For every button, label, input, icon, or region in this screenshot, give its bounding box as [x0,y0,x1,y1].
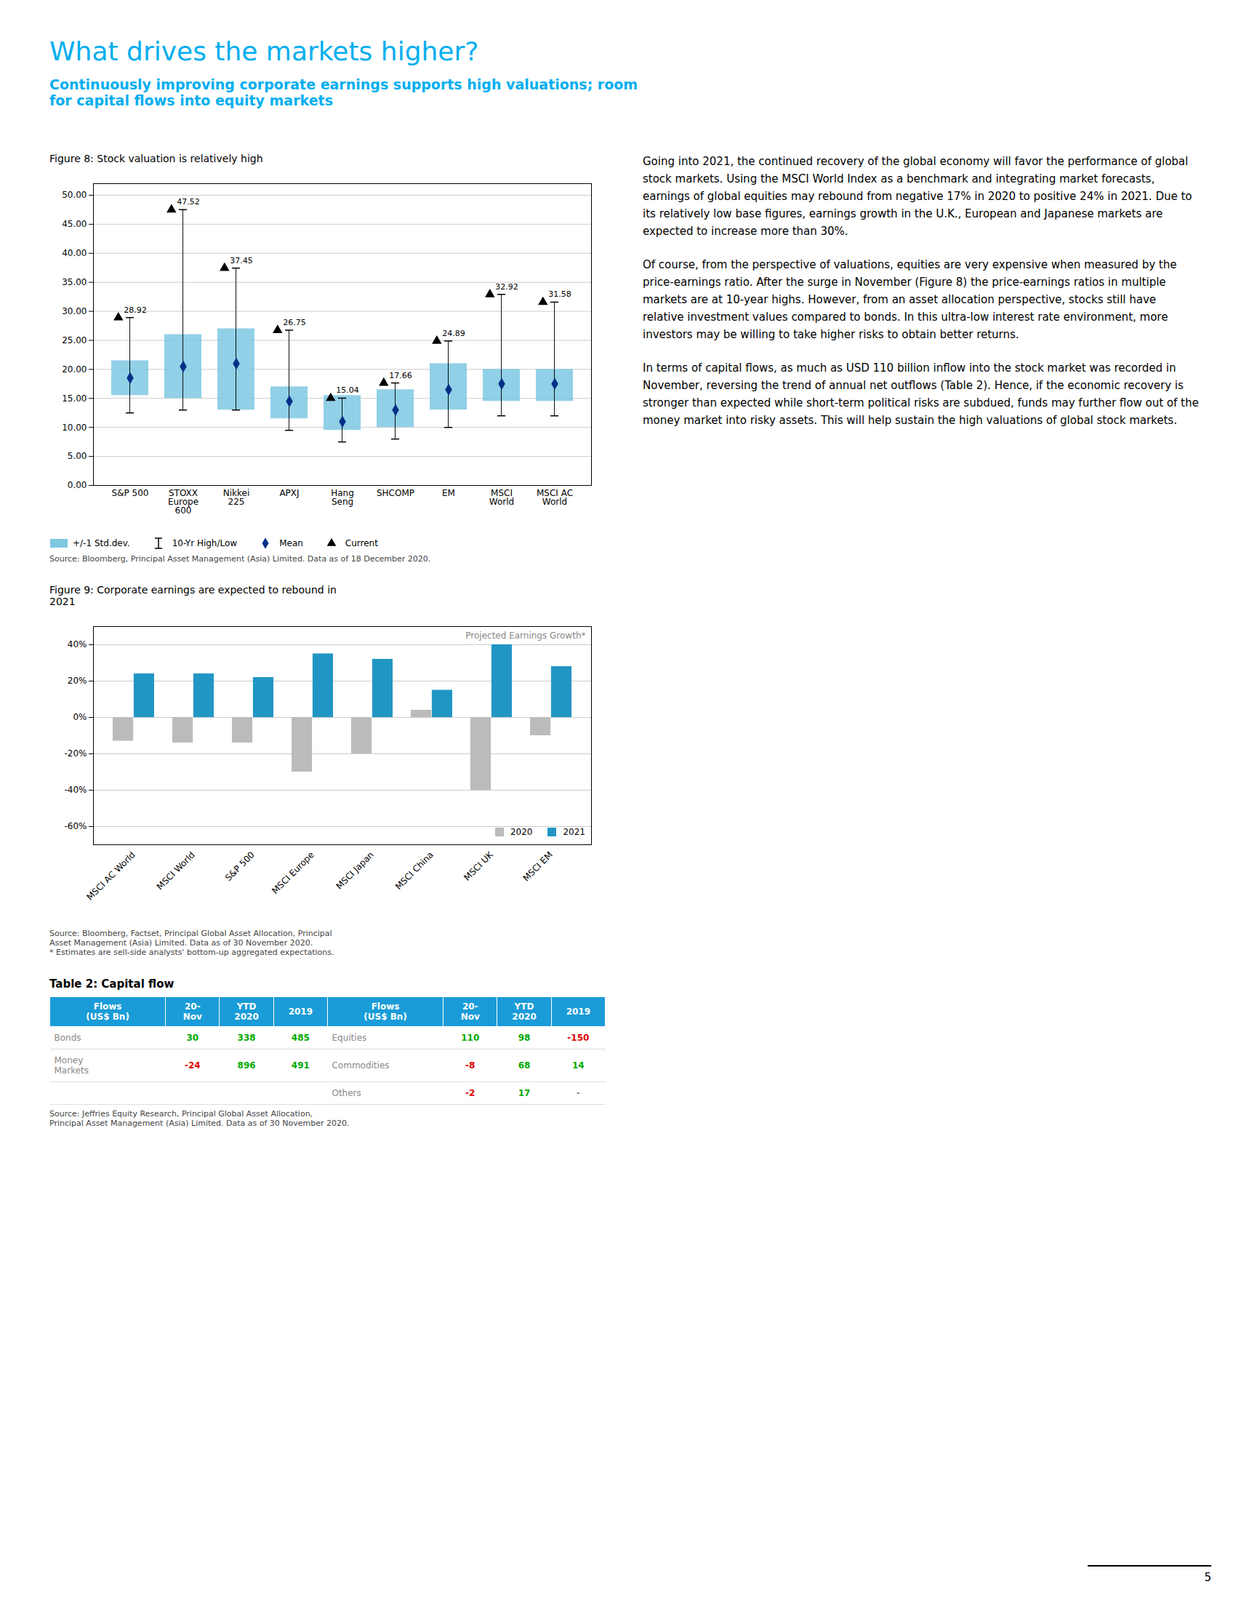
svg-text:28.92: 28.92 [123,305,147,315]
svg-text:17.66: 17.66 [388,370,413,381]
html-text:What drives the markets higher: What drives the markets higher? [49,36,479,67]
svg-text:HangSeng: HangSeng [330,487,355,507]
svg-text:SHCOMP: SHCOMP [376,487,415,499]
html-text:20- Nov: 20- Nov [183,1001,203,1022]
svg-text:MSCI ACWorld: MSCI ACWorld [536,487,573,507]
html-text:30: 30 [186,1032,199,1043]
html-text:Money Markets: Money Markets [54,1054,89,1076]
svg-text:S&P 500: S&P 500 [223,849,257,883]
html-text:Equities: Equities [331,1032,367,1043]
svg-text:MSCI UK: MSCI UK [461,848,496,882]
svg-text:-20%: -20% [63,748,87,759]
html-text:Source: Bloomberg, Principal A: Source: Bloomberg, Principal Asset Manag… [49,554,431,564]
svg-text:Nikkei225: Nikkei225 [223,487,251,507]
html-text:68: 68 [518,1060,531,1071]
svg-text:0%: 0% [72,711,87,722]
html-text:Source: Jeffries Equity Resear: Source: Jeffries Equity Research, Princi… [49,1108,350,1128]
svg-text:S&P 500: S&P 500 [111,487,150,499]
html-text:485: 485 [291,1032,310,1043]
svg-text:37.45: 37.45 [229,255,254,266]
svg-text:24.89: 24.89 [442,328,466,339]
svg-text:32.92: 32.92 [495,282,519,292]
html-text:2021: 2021 [563,826,586,837]
html-text:-24: -24 [184,1060,201,1071]
html-text:In terms of capital flows, as: In terms of capital flows, as much as US… [642,361,1199,427]
html-text:5: 5 [1204,1570,1212,1584]
svg-text:5.00: 5.00 [67,450,88,461]
svg-text:15.04: 15.04 [335,385,360,395]
html-text:Going into 2021, the continued: Going into 2021, the continued recovery … [642,154,1193,238]
html-text:-150: -150 [567,1032,590,1043]
html-text:491: 491 [291,1060,310,1071]
svg-text:-60%: -60% [63,820,87,832]
html-text:98: 98 [518,1032,531,1043]
svg-text:35.00: 35.00 [61,277,87,288]
html-text:-2: -2 [465,1087,476,1098]
html-text:338: 338 [237,1032,256,1043]
svg-text:20.00: 20.00 [61,364,87,375]
svg-text:MSCI Japan: MSCI Japan [333,849,376,891]
svg-text:MSCI China: MSCI China [393,849,436,892]
html-text:Current: Current [345,538,378,549]
html-text:Of course, from the perspectiv: Of course, from the perspective of valua… [642,258,1177,341]
svg-text:50.00: 50.00 [61,189,87,200]
svg-text:25.00: 25.00 [61,335,87,346]
html-text:YTD 2020: YTD 2020 [234,1001,259,1022]
html-text:110: 110 [461,1032,480,1043]
svg-text:30.00: 30.00 [61,306,87,317]
html-text:10-Yr High/Low: 10-Yr High/Low [172,538,238,549]
html-text:Table 2: Capital flow: Table 2: Capital flow [49,977,174,991]
html-text:Commodities: Commodities [331,1060,390,1071]
svg-text:26.75: 26.75 [282,317,307,328]
html-text:-8: -8 [465,1060,476,1071]
svg-text:MSCI AC World: MSCI AC World [85,849,138,902]
svg-text:MSCI Europe: MSCI Europe [269,849,317,896]
svg-text:STOXXEurope600: STOXXEurope600 [167,487,199,516]
html-text:20- Nov: 20- Nov [460,1001,480,1022]
html-text:2019: 2019 [566,1006,591,1017]
html-text:Flows (US$ Bn): Flows (US$ Bn) [86,1001,130,1022]
html-text:2019: 2019 [288,1006,313,1017]
svg-text:EM: EM [442,487,456,499]
svg-text:47.52: 47.52 [176,197,200,207]
svg-text:40%: 40% [67,639,88,650]
svg-text:15.00: 15.00 [61,393,87,404]
html-text:Others: Others [331,1087,362,1098]
html-text:Mean: Mean [279,538,304,549]
svg-text:31.58: 31.58 [548,289,572,299]
html-text:+/-1 Std.dev.: +/-1 Std.dev. [72,538,130,549]
html-text:14: 14 [572,1060,585,1071]
svg-text:0.00: 0.00 [67,479,88,491]
svg-text:APXJ: APXJ [279,487,299,499]
html-text:Flows (US$ Bn): Flows (US$ Bn) [363,1001,408,1022]
svg-text:MSCI EM: MSCI EM [520,849,555,883]
html-text:Source: Bloomberg, Factset, Pr: Source: Bloomberg, Factset, Principal Gl… [49,928,335,957]
svg-text:45.00: 45.00 [61,218,87,230]
html-text:2020: 2020 [510,826,533,837]
html-text:896: 896 [237,1060,256,1071]
html-text:Bonds: Bonds [54,1032,82,1043]
svg-text:40.00: 40.00 [61,247,87,259]
svg-text:10.00: 10.00 [61,422,87,433]
html-text:YTD 2020: YTD 2020 [512,1001,537,1022]
svg-text:Projected Earnings Growth*: Projected Earnings Growth* [465,630,586,641]
html-text:17: 17 [518,1087,531,1098]
svg-text:20%: 20% [67,675,88,686]
html-text:Continuously improving corpora: Continuously improving corporate earning… [49,76,638,109]
html-text:Figure 9: Corporate earnings a: Figure 9: Corporate earnings are expecte… [49,583,337,608]
svg-text:MSCI World: MSCI World [154,849,198,892]
html-text:Figure 8: Stock valuation is r: Figure 8: Stock valuation is relatively … [49,152,263,165]
svg-text:-40%: -40% [63,784,87,795]
svg-text:MSCIWorld: MSCIWorld [489,487,515,507]
